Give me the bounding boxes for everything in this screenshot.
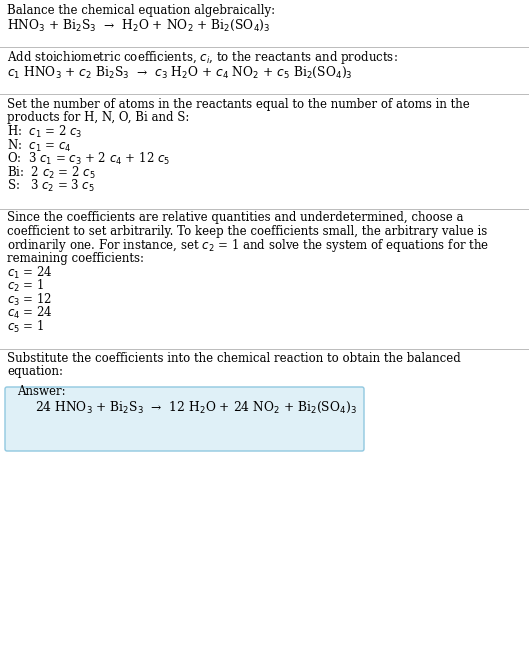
Text: $c_1$ = 24: $c_1$ = 24 bbox=[7, 265, 53, 281]
Text: products for H, N, O, Bi and S:: products for H, N, O, Bi and S: bbox=[7, 111, 189, 125]
Text: Add stoichiometric coefficients, $c_i$, to the reactants and products:: Add stoichiometric coefficients, $c_i$, … bbox=[7, 49, 398, 66]
Text: S:   3 $c_2$ = 3 $c_5$: S: 3 $c_2$ = 3 $c_5$ bbox=[7, 178, 95, 194]
Text: coefficient to set arbitrarily. To keep the coefficients small, the arbitrary va: coefficient to set arbitrarily. To keep … bbox=[7, 225, 487, 238]
Text: ordinarily one. For instance, set $c_2$ = 1 and solve the system of equations fo: ordinarily one. For instance, set $c_2$ … bbox=[7, 237, 489, 253]
Text: $c_4$ = 24: $c_4$ = 24 bbox=[7, 305, 53, 321]
Text: O:  3 $c_1$ = $c_3$ + 2 $c_4$ + 12 $c_5$: O: 3 $c_1$ = $c_3$ + 2 $c_4$ + 12 $c_5$ bbox=[7, 151, 170, 167]
Text: Set the number of atoms in the reactants equal to the number of atoms in the: Set the number of atoms in the reactants… bbox=[7, 98, 470, 111]
Text: Since the coefficients are relative quantities and underdetermined, choose a: Since the coefficients are relative quan… bbox=[7, 211, 463, 225]
Text: equation:: equation: bbox=[7, 366, 63, 378]
Text: 24 HNO$_3$ + Bi$_2$S$_3$  →  12 H$_2$O + 24 NO$_2$ + Bi$_2$(SO$_4$)$_3$: 24 HNO$_3$ + Bi$_2$S$_3$ → 12 H$_2$O + 2… bbox=[35, 400, 357, 415]
Text: $c_1$ HNO$_3$ + $c_2$ Bi$_2$S$_3$  →  $c_3$ H$_2$O + $c_4$ NO$_2$ + $c_5$ Bi$_2$: $c_1$ HNO$_3$ + $c_2$ Bi$_2$S$_3$ → $c_3… bbox=[7, 65, 353, 79]
Text: N:  $c_1$ = $c_4$: N: $c_1$ = $c_4$ bbox=[7, 137, 71, 153]
Text: H:  $c_1$ = 2 $c_3$: H: $c_1$ = 2 $c_3$ bbox=[7, 124, 82, 140]
Text: remaining coefficients:: remaining coefficients: bbox=[7, 252, 144, 265]
Text: $c_2$ = 1: $c_2$ = 1 bbox=[7, 278, 44, 294]
Text: $c_3$ = 12: $c_3$ = 12 bbox=[7, 291, 52, 307]
FancyBboxPatch shape bbox=[5, 387, 364, 451]
Text: Balance the chemical equation algebraically:: Balance the chemical equation algebraica… bbox=[7, 4, 275, 17]
Text: Answer:: Answer: bbox=[17, 385, 66, 398]
Text: Bi:  2 $c_2$ = 2 $c_5$: Bi: 2 $c_2$ = 2 $c_5$ bbox=[7, 165, 96, 181]
Text: $c_5$ = 1: $c_5$ = 1 bbox=[7, 319, 44, 335]
Text: HNO$_3$ + Bi$_2$S$_3$  →  H$_2$O + NO$_2$ + Bi$_2$(SO$_4$)$_3$: HNO$_3$ + Bi$_2$S$_3$ → H$_2$O + NO$_2$ … bbox=[7, 17, 270, 33]
Text: Substitute the coefficients into the chemical reaction to obtain the balanced: Substitute the coefficients into the che… bbox=[7, 352, 461, 365]
